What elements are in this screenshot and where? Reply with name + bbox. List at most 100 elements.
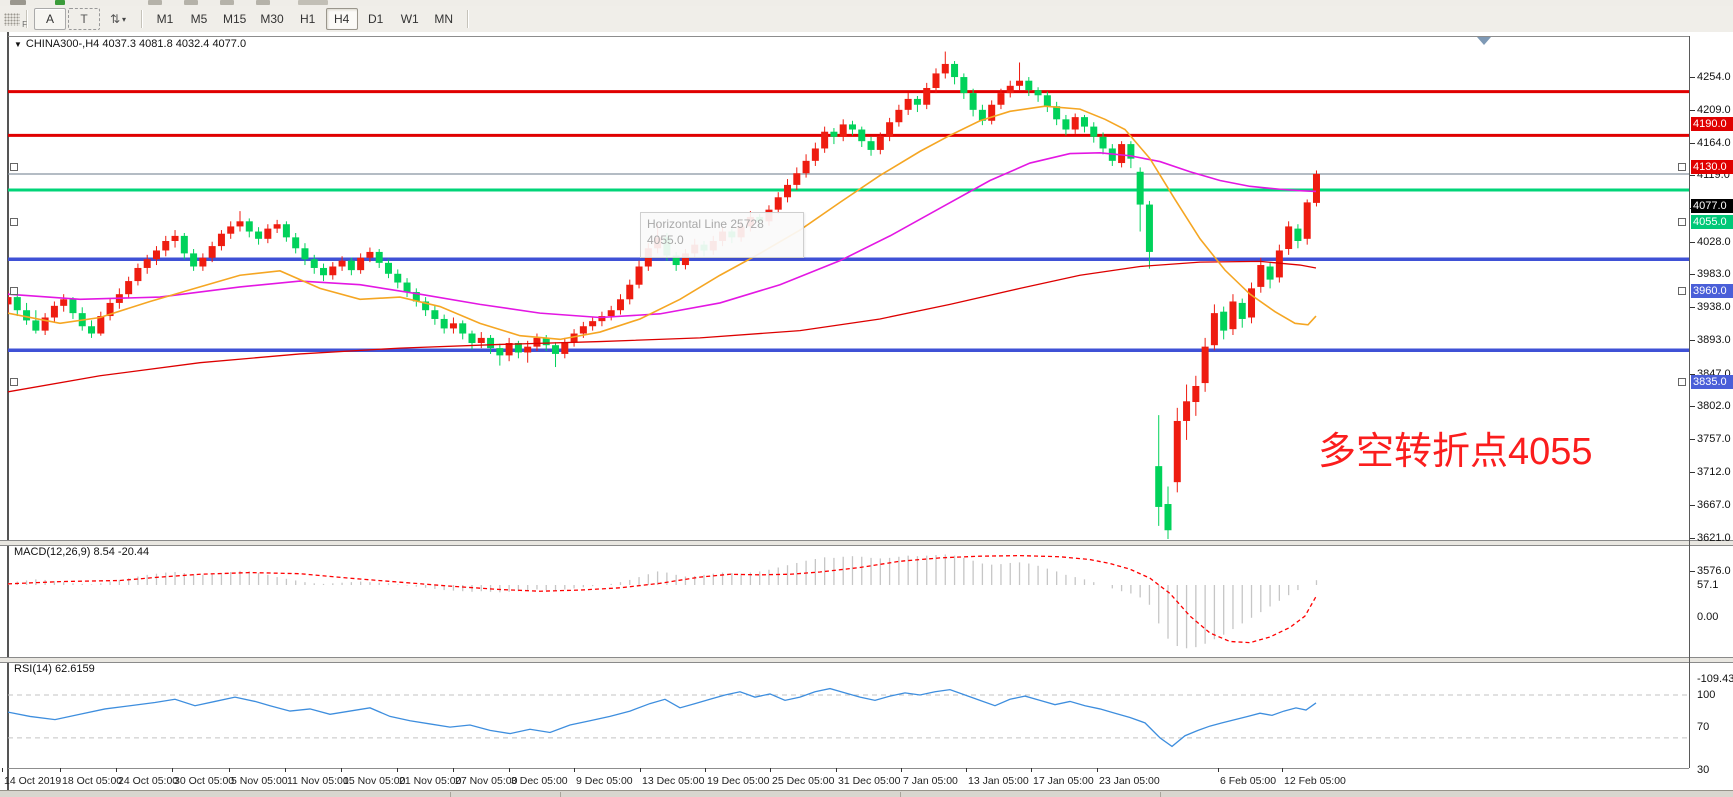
candle-body [115,294,123,303]
line-handle[interactable] [10,378,18,387]
timeframe-m1-button[interactable]: M1 [156,12,174,26]
candle-body [1099,136,1107,149]
timeframe-m15-button[interactable]: M15 [223,12,247,26]
candle-body [811,148,819,161]
candle-body [552,345,560,354]
candle-body [310,259,318,268]
price-tick-label: 3893.0 [1697,334,1731,347]
bottom-tab-strip[interactable] [0,790,1733,797]
pattern-grid-icon[interactable]: F [4,12,27,29]
candle-body [635,266,643,285]
price-tick-mark [1690,77,1695,78]
chart-window[interactable]: ▼ CHINA300-,H4 4037.3 4081.8 4032.4 4077.… [0,32,1733,797]
cutoff-icon [220,0,234,5]
timeframe-h1-button[interactable]: H1 [300,12,316,26]
tab-strip-notch [1160,792,1161,797]
date-tick-mark [453,768,454,772]
date-tick-label: 31 Dec 05:00 [838,775,901,787]
candle-body [978,109,986,121]
cursor-tools-button[interactable]: ⇅ ▾ [102,8,134,30]
candle-body [171,235,179,241]
text-annotation-t-button[interactable]: T [68,8,100,30]
candle-body [320,267,328,276]
timeframe-m30-button[interactable]: M30 [260,12,284,26]
timeframe-w1-button[interactable]: W1 [400,12,419,26]
date-tick-label: 11 Nov 05:00 [287,775,349,787]
timeframe-mn-button[interactable]: MN [434,12,454,26]
rsi-line [8,687,1317,748]
candle-body [1285,226,1293,250]
horizontal-line-tooltip: Horizontal Line 25728 4055.0 [640,212,804,258]
line-handle[interactable] [1678,378,1686,387]
line-handle[interactable] [10,163,18,172]
candle-body [366,251,374,258]
cutoff-icon [55,0,65,5]
line-handle[interactable] [1678,163,1686,172]
collapse-caret-icon[interactable]: ▼ [14,40,22,49]
candle-body [505,343,513,356]
candle-body [440,318,448,329]
macd-axis-label: 0.00 [1697,611,1719,623]
date-tick-label: 27 Nov 05:00 [455,775,518,787]
candle-body [357,257,365,271]
text-annotation-chinese[interactable]: 多空转折点4055 [1318,431,1593,473]
candle-body [180,235,188,254]
line-handle[interactable] [10,217,18,226]
price-tick-label: 4164.0 [1697,136,1731,149]
candle-body [32,320,40,331]
horizontal-level-lines[interactable] [8,90,1689,353]
date-tick-label: 5 Nov 05:00 [231,775,288,787]
tab-strip-notch [900,792,901,797]
candle-body [1025,80,1033,91]
timeframe-d1-button[interactable]: D1 [368,12,384,26]
candle-body [1210,313,1218,346]
text-annotation-a-button[interactable]: A [34,8,66,30]
rsi-panel-divider[interactable] [0,657,1733,663]
candle-body [1164,504,1172,531]
candle-body [561,342,569,354]
candle-body [1080,117,1088,127]
line-handle[interactable] [1678,217,1686,226]
price-tick-mark [1690,373,1695,375]
candle-body [23,310,31,321]
macd-axis-label: 57.1 [1697,578,1719,591]
date-tick-mark [705,768,706,772]
chart-shift-marker[interactable] [1477,37,1491,45]
date-tick-label: 13 Jan 05:00 [968,775,1029,787]
timeframe-h4-button[interactable]: H4 [325,8,358,30]
candle-body [13,297,21,311]
candle-body [143,259,151,268]
chart-plot [8,51,1689,748]
candle-body [347,260,355,271]
chevron-down-icon: ▾ [122,14,127,24]
rsi-axis-label: 70 [1697,721,1710,733]
ma-slow-red-line [8,260,1317,393]
candle-body [1127,144,1135,159]
line-handle[interactable] [1678,287,1686,296]
date-tick-mark [341,768,342,772]
candle-body [542,337,550,346]
candle-body [301,248,309,260]
candle-body [245,221,253,232]
price-tick-mark [1690,570,1695,572]
candle-body [598,316,606,322]
date-tick-mark [1218,768,1219,772]
macd-panel-divider[interactable] [0,540,1733,546]
chart-title: ▼ CHINA300-,H4 4037.3 4081.8 4032.4 4077.… [14,38,247,50]
date-tick-mark [172,768,173,772]
line-handle[interactable] [10,287,18,296]
candle-body [886,122,894,137]
candle-body [941,63,949,74]
rsi-line [8,687,1317,748]
price-axis-border [1689,36,1690,768]
candle-body [496,348,504,356]
date-tick-mark [60,768,61,772]
candle-body [839,124,847,137]
timeframe-m5-button[interactable]: M5 [190,12,208,26]
date-tick-mark [1097,768,1098,772]
candle-body [88,326,96,334]
candle-body [932,73,940,88]
candle-body [477,337,485,344]
toolbar-separator [141,10,142,28]
